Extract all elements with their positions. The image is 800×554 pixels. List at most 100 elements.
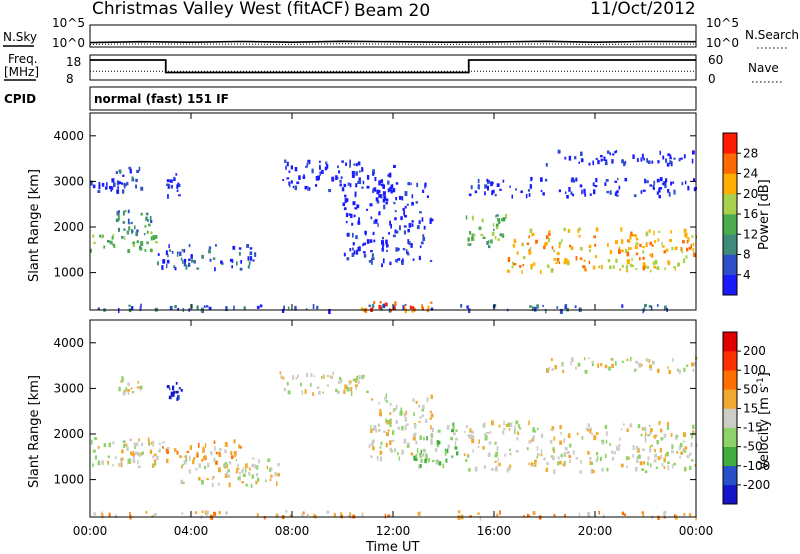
echo-cell bbox=[499, 188, 502, 191]
echo-cell bbox=[593, 235, 596, 239]
echo-cell bbox=[387, 174, 390, 177]
echo-cell bbox=[304, 185, 308, 190]
echo-cell bbox=[561, 239, 563, 242]
echo-cell bbox=[517, 431, 520, 436]
echo-cell bbox=[521, 270, 523, 275]
echo-cell bbox=[635, 252, 639, 256]
echo-cell bbox=[123, 236, 126, 240]
echo-cell bbox=[259, 304, 263, 308]
echo-cell bbox=[532, 511, 536, 515]
echo-cell bbox=[455, 429, 458, 432]
echo-cell bbox=[682, 258, 686, 264]
echo-cell bbox=[465, 215, 468, 220]
echo-cell bbox=[693, 431, 695, 436]
echo-cell bbox=[326, 510, 330, 514]
echo-cell bbox=[432, 460, 435, 463]
echo-cell bbox=[609, 249, 612, 255]
echo-cell bbox=[305, 165, 308, 168]
echo-cell bbox=[156, 456, 159, 461]
echo-cell bbox=[344, 194, 347, 198]
echo-cell bbox=[144, 225, 147, 228]
echo-cell bbox=[692, 242, 695, 247]
echo-cell bbox=[201, 254, 204, 259]
echo-cell bbox=[673, 189, 676, 195]
echo-cell bbox=[692, 178, 696, 182]
echo-cell bbox=[567, 451, 570, 455]
echo-cell bbox=[134, 451, 138, 455]
echo-cell bbox=[494, 194, 497, 197]
echo-cell bbox=[357, 220, 360, 223]
echo-cell bbox=[389, 418, 392, 424]
echo-cell bbox=[692, 368, 695, 372]
colorbar-segment bbox=[723, 133, 737, 154]
echo-cell bbox=[386, 432, 389, 437]
echo-cell bbox=[356, 249, 358, 254]
echo-cell bbox=[468, 468, 471, 472]
echo-cell bbox=[465, 425, 469, 428]
echo-cell bbox=[129, 438, 133, 442]
echo-cell bbox=[127, 218, 130, 224]
echo-cell bbox=[347, 233, 349, 237]
echo-cell bbox=[588, 260, 591, 265]
echo-cell bbox=[606, 190, 610, 194]
echo-cell bbox=[624, 177, 628, 182]
echo-cell bbox=[380, 306, 383, 311]
echo-cell bbox=[548, 233, 551, 236]
echo-cell bbox=[214, 445, 216, 451]
echo-cell bbox=[349, 512, 352, 518]
echo-cell bbox=[343, 207, 347, 211]
echo-cell bbox=[528, 235, 530, 239]
echo-cell bbox=[562, 369, 565, 374]
echo-cell bbox=[403, 225, 407, 228]
echo-cell bbox=[385, 418, 387, 424]
echo-cell bbox=[326, 164, 329, 169]
echo-cell bbox=[233, 305, 235, 311]
echo-cell bbox=[92, 463, 94, 467]
echo-cell bbox=[384, 513, 387, 519]
echo-cell bbox=[662, 155, 665, 160]
echo-cell bbox=[247, 256, 250, 261]
echo-cell bbox=[649, 424, 651, 427]
colorbar-segment bbox=[723, 465, 737, 486]
echo-cell bbox=[553, 514, 556, 517]
echo-cell bbox=[98, 184, 101, 190]
echo-cell bbox=[673, 157, 676, 160]
echo-cell bbox=[692, 250, 695, 253]
echo-cell bbox=[345, 198, 349, 202]
echo-cell bbox=[375, 197, 379, 202]
colorbar-segment bbox=[723, 351, 737, 371]
echo-cell bbox=[183, 258, 186, 263]
echo-cell bbox=[686, 240, 689, 244]
echo-cell bbox=[290, 180, 293, 184]
colorbar-segment bbox=[723, 332, 737, 352]
echo-cell bbox=[111, 236, 114, 240]
echo-cell bbox=[348, 514, 351, 518]
echo-cell bbox=[181, 249, 184, 252]
echo-cell bbox=[406, 442, 410, 448]
echo-cell bbox=[673, 266, 676, 269]
echo-cell bbox=[507, 467, 511, 471]
echo-cell bbox=[254, 464, 257, 469]
echo-cell bbox=[389, 440, 392, 446]
echo-cell bbox=[404, 214, 407, 218]
echo-cell bbox=[283, 388, 286, 392]
echo-cell bbox=[169, 179, 173, 183]
echo-cell bbox=[330, 375, 334, 379]
echo-cell bbox=[333, 512, 336, 517]
echo-cell bbox=[208, 306, 212, 310]
echo-cell bbox=[139, 245, 141, 250]
echo-cell bbox=[138, 453, 141, 458]
echo-cell bbox=[94, 437, 98, 441]
echo-cell bbox=[481, 218, 484, 223]
echo-cell bbox=[682, 240, 685, 244]
echo-cell bbox=[546, 265, 550, 268]
echo-cell bbox=[269, 478, 272, 482]
echo-cell bbox=[470, 185, 473, 190]
echo-cell bbox=[362, 180, 365, 185]
echo-cell bbox=[469, 231, 472, 235]
echo-cell bbox=[213, 457, 216, 462]
echo-cell bbox=[387, 429, 390, 432]
echo-cell bbox=[586, 428, 590, 432]
echo-cell bbox=[388, 172, 392, 178]
echo-cell bbox=[190, 304, 193, 309]
